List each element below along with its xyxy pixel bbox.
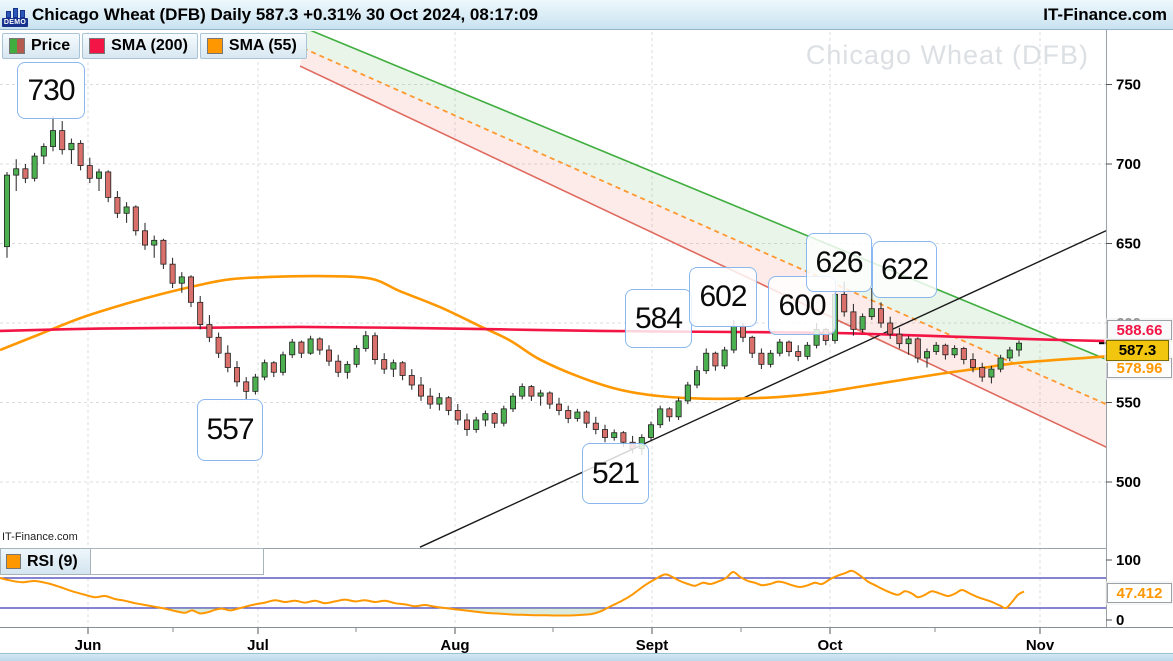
- legend-rsi-label: RSI (9): [27, 552, 78, 570]
- legend-chip-price[interactable]: Price: [2, 33, 81, 59]
- price-callout-602[interactable]: 602: [689, 267, 757, 327]
- price-callout-626[interactable]: 626: [806, 233, 872, 292]
- sma55-swatch-icon: [206, 38, 223, 54]
- price-callout-622[interactable]: 622: [872, 241, 937, 298]
- mini-candles-icon: [5, 7, 25, 18]
- title-bar: DEMO Chicago Wheat (DFB) Daily 587.3 +0.…: [0, 0, 1173, 30]
- axis-value-box-588.66: 588.66: [1107, 320, 1172, 340]
- demo-badge-icon: DEMO: [1, 3, 29, 27]
- legend-row: Price SMA (200) SMA (55): [2, 33, 307, 59]
- price-callout-730[interactable]: 730: [17, 62, 85, 119]
- rsi-axis: 100 0: [1106, 552, 1141, 629]
- svg-text:Oct: Oct: [817, 637, 842, 654]
- rsi-panel[interactable]: [0, 569, 1106, 617]
- axis-value-box-587.3: 587.3: [1106, 340, 1169, 361]
- legend-price-label: Price: [31, 37, 71, 54]
- svg-text:Jul: Jul: [247, 637, 269, 654]
- price-callout-600[interactable]: 600: [768, 276, 836, 335]
- svg-text:Aug: Aug: [440, 637, 469, 654]
- svg-text:100: 100: [1116, 552, 1141, 569]
- svg-text:Jun: Jun: [75, 637, 102, 654]
- legend-sma200-label: SMA (200): [111, 37, 188, 54]
- legend-chip-rsi[interactable]: RSI (9): [1, 549, 91, 574]
- svg-text:500: 500: [1116, 474, 1141, 491]
- price-callout-584[interactable]: 584: [625, 289, 692, 348]
- chart-title: Chicago Wheat (DFB) Daily 587.3 +0.31% 3…: [32, 4, 538, 24]
- ascending-trendline[interactable]: [419, 230, 1107, 548]
- svg-text:750: 750: [1116, 77, 1141, 94]
- gridlines: [0, 32, 1106, 627]
- price-callout-521[interactable]: 521: [582, 443, 649, 504]
- sma200-swatch-icon: [89, 38, 106, 54]
- candlestick-series[interactable]: [4, 116, 1023, 455]
- svg-text:550: 550: [1116, 395, 1141, 412]
- sma-55-line[interactable]: [0, 274, 1106, 401]
- brand-link[interactable]: IT-Finance.com: [1043, 4, 1167, 24]
- axis-value-box-578.96: 578.96: [1107, 358, 1172, 378]
- svg-text:650: 650: [1116, 236, 1141, 253]
- bottom-border-strip: [0, 653, 1173, 661]
- rsi-line: [0, 569, 1025, 617]
- price-swatch-icon: [9, 38, 25, 54]
- regression-channel: [299, 31, 1106, 448]
- rsi-legend-bar: RSI (9): [0, 548, 264, 575]
- rsi-value-box: 47.412: [1107, 583, 1172, 603]
- time-axis: Jun Jul Aug Sept Oct Nov: [75, 628, 1055, 654]
- legend-sma55-label: SMA (55): [228, 37, 297, 54]
- svg-text:0: 0: [1116, 612, 1124, 629]
- demo-label: DEMO: [1, 17, 29, 27]
- chart-watermark: Chicago Wheat (DFB): [805, 40, 1089, 70]
- svg-text:Nov: Nov: [1026, 637, 1055, 654]
- corner-watermark: IT-Finance.com: [2, 531, 78, 543]
- svg-text:700: 700: [1116, 156, 1141, 173]
- legend-chip-sma55[interactable]: SMA (55): [199, 33, 307, 59]
- svg-text:Sept: Sept: [636, 637, 669, 654]
- price-callout-557[interactable]: 557: [197, 399, 263, 461]
- rsi-swatch-icon: [6, 554, 21, 569]
- legend-chip-sma200[interactable]: SMA (200): [82, 33, 198, 59]
- price-axis: 750700650600550500: [1099, 77, 1141, 491]
